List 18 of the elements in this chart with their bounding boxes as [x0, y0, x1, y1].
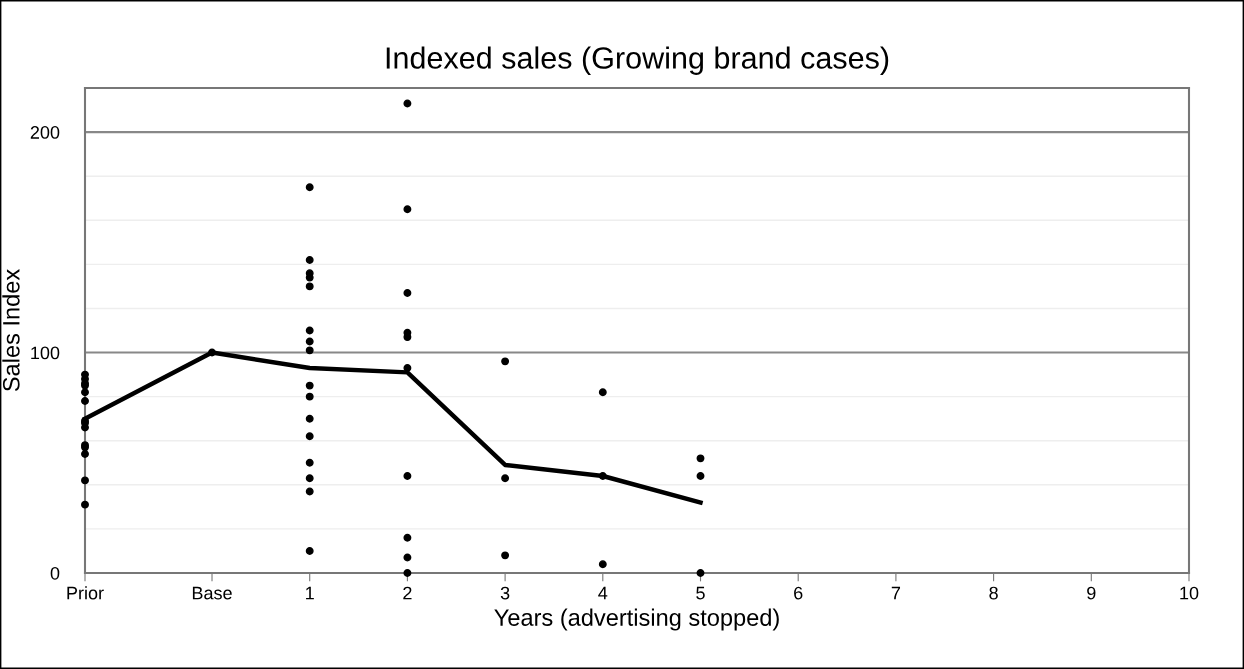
x-tick-label: 10: [1180, 586, 1199, 600]
x-tick-label: Base: [192, 586, 232, 600]
x-tick-label: 8: [989, 586, 998, 600]
chart-title: Indexed sales (Growing brand cases): [386, 46, 889, 75]
x-tick-label: 1: [306, 586, 314, 600]
x-tick-label: 3: [500, 586, 510, 600]
x-tick-label: Prior: [67, 586, 104, 600]
y-tick-label: 100: [31, 346, 60, 360]
y-tick-label: 200: [30, 126, 60, 139]
x-axis-title: Years (advertising stopped): [494, 608, 779, 631]
x-tick-label: 5: [696, 586, 705, 600]
y-axis-title: Sales Index: [2, 269, 20, 392]
x-tick-label: 7: [891, 586, 901, 600]
y-tick-label: 0: [50, 566, 60, 580]
x-tick-label: 2: [403, 586, 412, 600]
x-tick-label: 6: [794, 586, 803, 600]
x-tick-label: 4: [598, 586, 608, 600]
x-tick-label: 9: [1087, 586, 1096, 600]
